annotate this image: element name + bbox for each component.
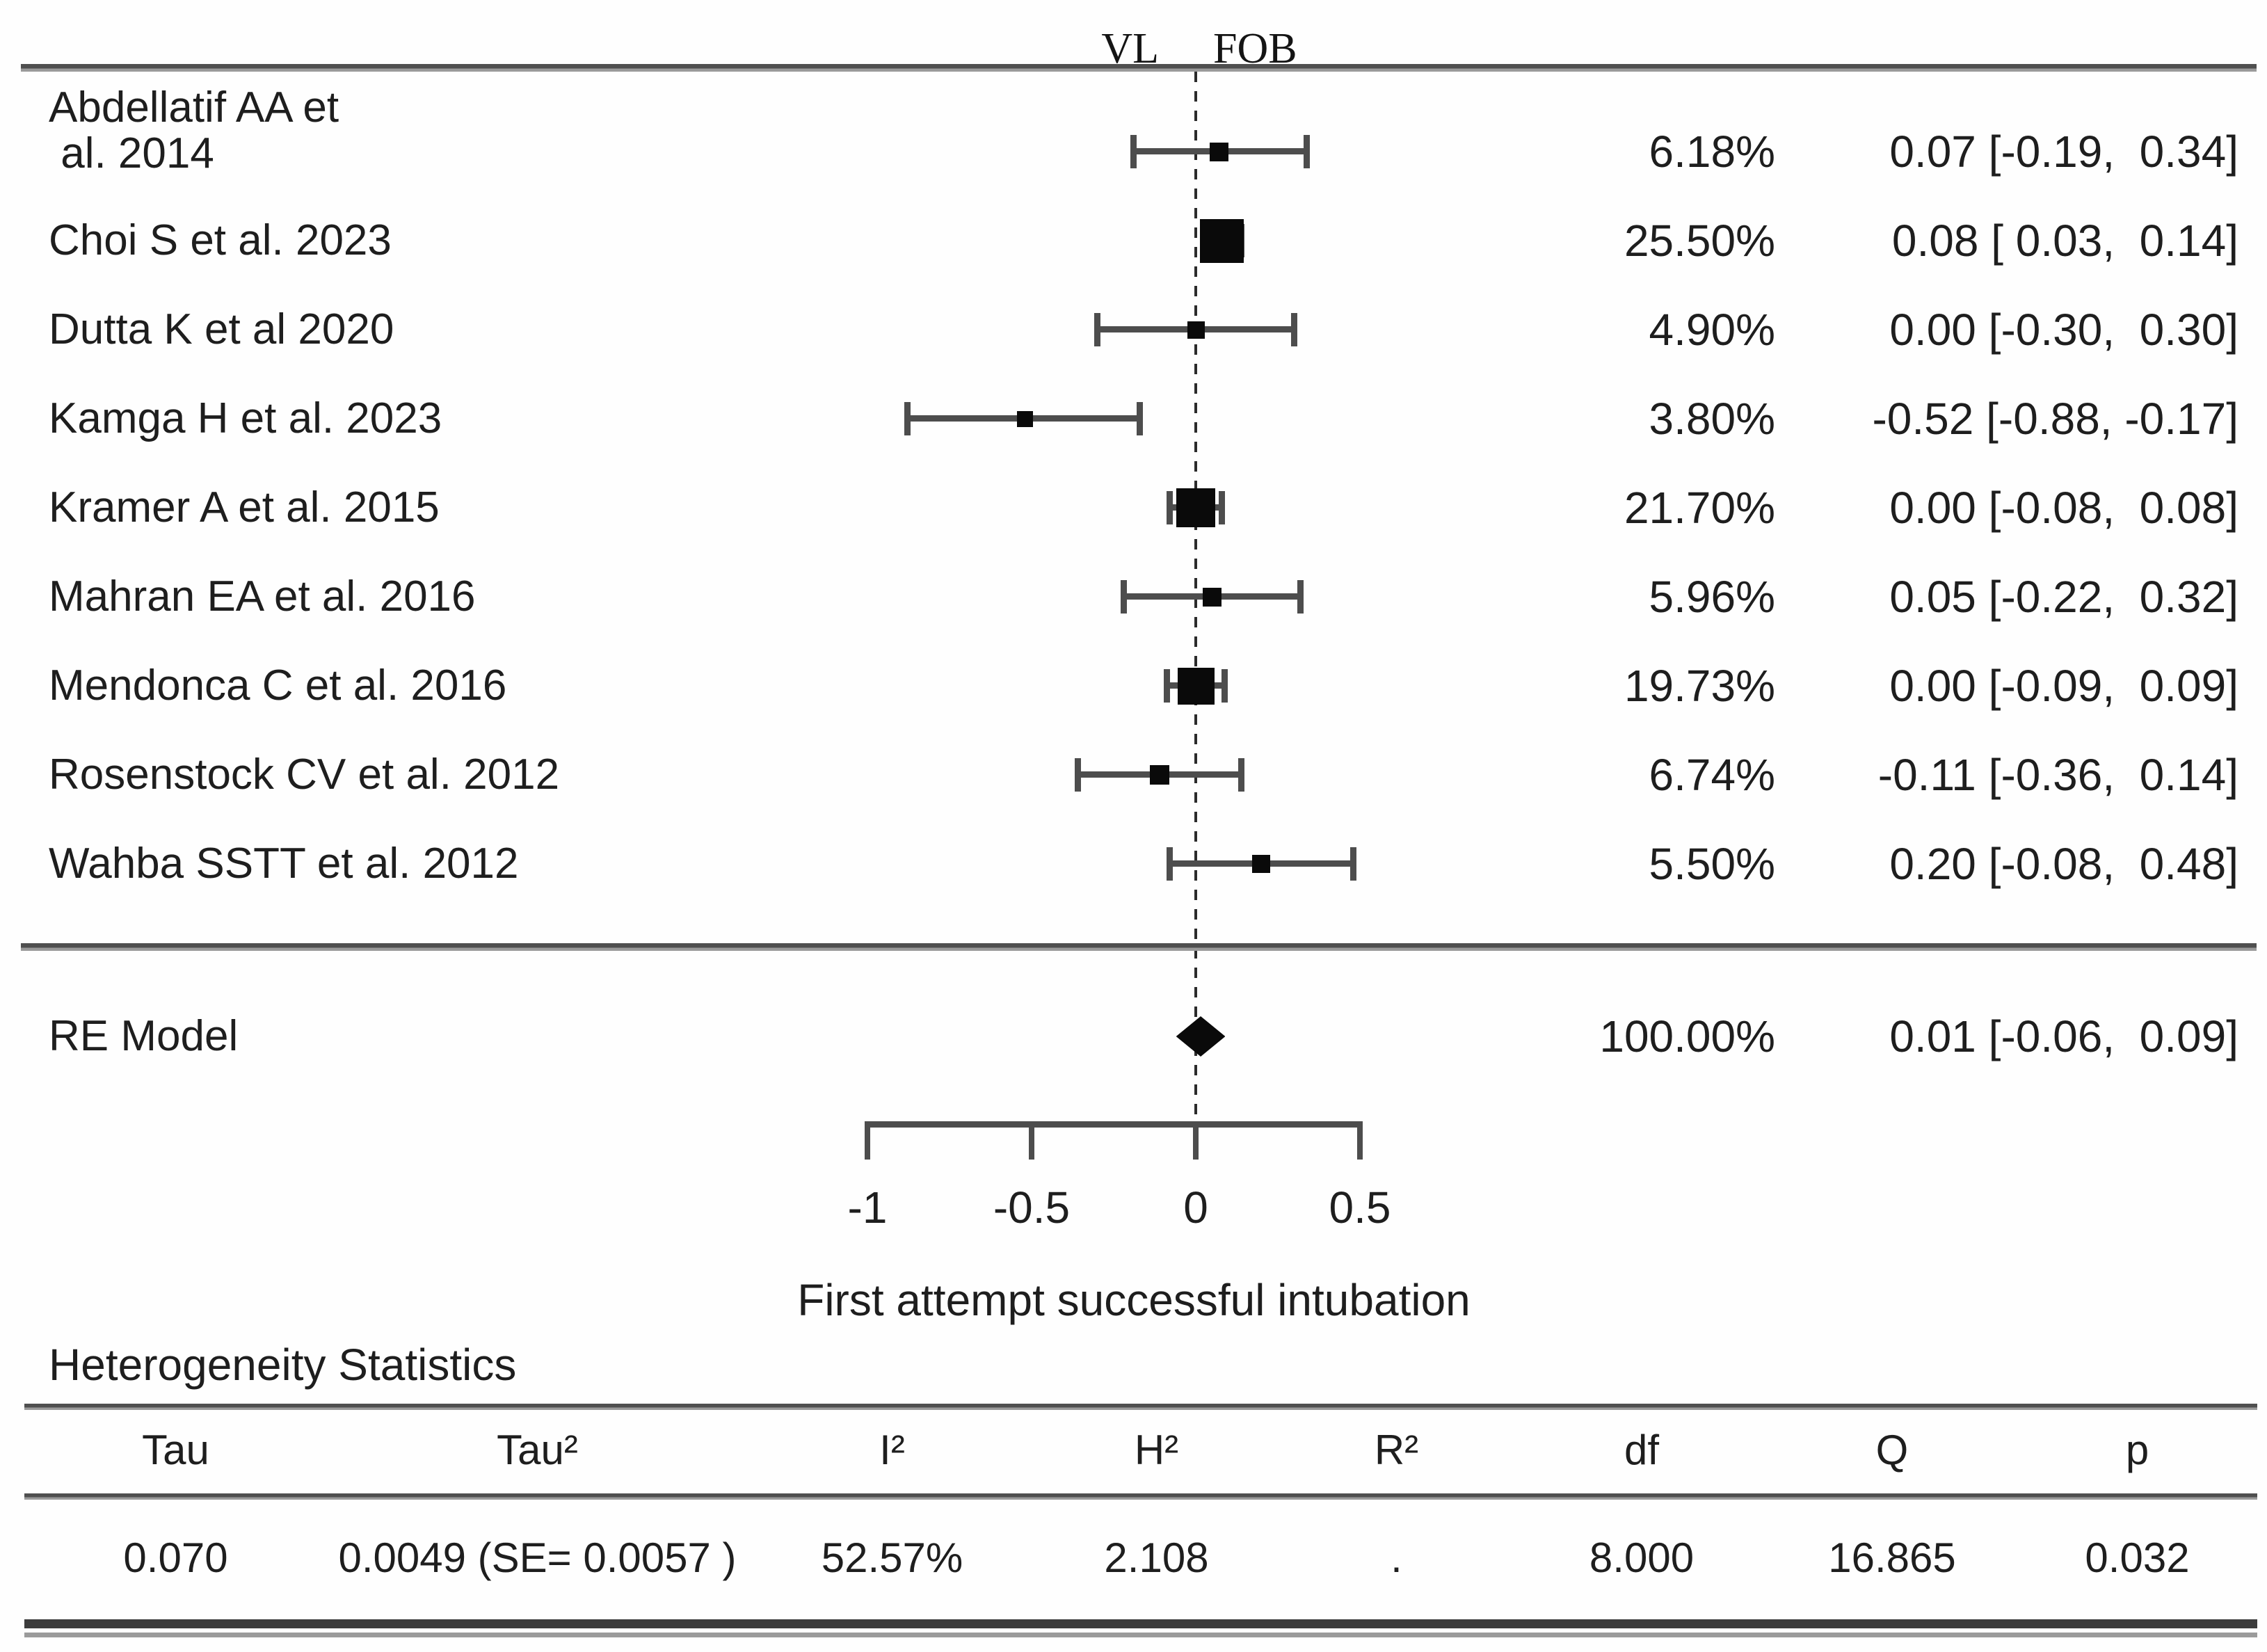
study-weight: 5.96% [1649,572,1775,622]
ci-cap-high [1297,580,1304,614]
ci-cap-low [1094,313,1101,346]
ci-cap-high [1304,135,1311,168]
x-axis-title: First attempt successful intubation [797,1275,1471,1325]
point-marker [1150,765,1170,785]
study-weight: 21.70% [1624,483,1775,533]
separator-rule [21,943,2257,951]
study-label: Mendonca C et al. 2016 [49,661,507,709]
x-tick-label: 0.5 [1329,1182,1391,1233]
study-weight: 19.73% [1624,661,1775,711]
study-label: Kramer A et al. 2015 [49,483,440,531]
study-estimate: -0.52 [-0.88, -0.17] [1872,394,2238,444]
table-header-cell: Tau [142,1427,209,1473]
point-marker [1017,410,1034,427]
summary-weight: 100.00% [1599,1011,1775,1061]
table-header-cell: Tau² [497,1427,578,1473]
x-axis-tick [865,1121,870,1160]
top-rule [21,64,2257,72]
table-bottom-rule-dark [24,1619,2257,1628]
point-marker [1176,488,1215,527]
study-weight: 6.74% [1649,750,1775,800]
table-value-cell: 52.57% [821,1534,963,1581]
summary-diamond [1176,1016,1226,1057]
study-estimate: 0.08 [ 0.03, 0.14] [1891,216,2238,266]
ci-cap-low [1167,847,1173,881]
group-label-fob: FOB [1213,25,1297,72]
study-weight: 5.50% [1649,839,1775,889]
table-value-cell: 16.865 [1828,1534,1956,1581]
study-estimate: 0.00 [-0.09, 0.09] [1889,661,2238,711]
study-estimate: 0.07 [-0.19, 0.34] [1889,127,2238,177]
study-estimate: -0.11 [-0.36, 0.14] [1877,750,2238,800]
study-weight: 4.90% [1649,305,1775,355]
summary-label: RE Model [49,1012,239,1060]
point-marker [1200,218,1244,263]
study-estimate: 0.00 [-0.08, 0.08] [1889,483,2238,533]
table-value-cell: 0.070 [123,1534,228,1581]
x-axis-tick [1357,1121,1363,1160]
table-bottom-rule-light [24,1633,2257,1637]
ci-cap-low [1121,580,1128,614]
table-header-cell: H² [1134,1427,1179,1473]
ci-cap-high [1349,847,1356,881]
table-value-cell: 0.0049 (SE= 0.0057 ) [338,1534,737,1581]
ci-cap-high [1221,669,1228,703]
study-label: Dutta K et al 2020 [49,305,394,353]
point-marker [1252,855,1271,873]
x-axis-tick [1029,1121,1034,1160]
x-axis-line [865,1121,1363,1128]
point-marker [1177,667,1215,705]
point-marker [1203,587,1222,607]
table-mid-rule [24,1493,2257,1500]
study-estimate: 0.00 [-0.30, 0.30] [1889,305,2238,355]
study-weight: 3.80% [1649,394,1775,444]
x-tick-label: -0.5 [993,1182,1071,1233]
study-estimate: 0.05 [-0.22, 0.32] [1889,572,2238,622]
table-value-row: 0.070 0.0049 (SE= 0.0057 ) 52.57% 2.108. 8.0… [24,1527,2257,1589]
ci-cap-low [1163,669,1170,703]
table-header-cell: I² [879,1427,905,1473]
x-axis-tick [1193,1121,1199,1160]
ci-cap-low [1075,758,1082,792]
ci-cap-low [1167,491,1173,524]
heterogeneity-title: Heterogeneity Statistics [49,1340,517,1390]
table-value-cell: 8.000 [1589,1534,1695,1581]
study-label: Wahba SSTT et al. 2012 [49,840,519,888]
study-weight: 6.18% [1649,127,1775,177]
study-label: Mahran EA et al. 2016 [49,572,476,620]
ci-cap-high [1218,491,1225,524]
study-label: Kamga H et al. 2023 [49,394,442,442]
table-value-cell: . [1391,1534,1402,1581]
table-header-cell: df [1624,1427,1660,1473]
ci-cap-high [1136,402,1143,435]
table-top-rule [24,1404,2257,1410]
ci-cap-low [1130,135,1137,168]
study-label: Choi S et al. 2023 [49,216,392,264]
table-value-cell: 0.032 [2085,1534,2190,1581]
summary-estimate: 0.01 [-0.06, 0.09] [1889,1011,2238,1061]
study-label: Rosenstock CV et al. 2012 [49,751,560,799]
study-estimate: 0.20 [-0.08, 0.48] [1889,839,2238,889]
ci-cap-high [1238,758,1245,792]
point-marker [1209,142,1228,161]
study-weight: 25.50% [1624,216,1775,266]
ci-cap-low [904,402,911,435]
table-value-cell: 2.108 [1104,1534,1209,1581]
point-marker [1187,321,1205,339]
group-label-vl: VL [1101,25,1159,72]
x-tick-label: -1 [847,1182,888,1233]
ci-cap-high [1290,313,1297,346]
table-header-cell: p [2125,1427,2149,1473]
table-header-cell: Q [1875,1427,1909,1473]
table-header-cell: R² [1374,1427,1419,1473]
x-tick-label: 0 [1183,1182,1208,1233]
study-label: Abdellatif AA et al. 2014 [49,83,339,177]
